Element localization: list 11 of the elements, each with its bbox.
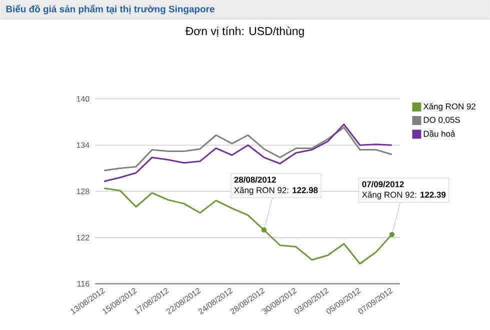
legend-label: Dầu hoả	[424, 130, 456, 137]
legend-label: Xăng RON 92	[423, 103, 476, 112]
chart-title: Biểu đồ giá sản phẩm tại thị trường Singapore	[6, 4, 214, 14]
line-series	[103, 126, 393, 172]
legend-label: DO 0,05S	[424, 116, 460, 124]
line-series	[103, 124, 393, 182]
annotation: 28/08/2012	[234, 176, 276, 183]
annotation: Xăng RON 92: 122.39	[362, 192, 446, 200]
annotation: Xăng RON 92: 122.98	[234, 186, 318, 195]
annotation: 07/09/2012	[362, 181, 404, 188]
chart-subtitle: Đơn vị tính: USD/thùng	[185, 26, 304, 38]
